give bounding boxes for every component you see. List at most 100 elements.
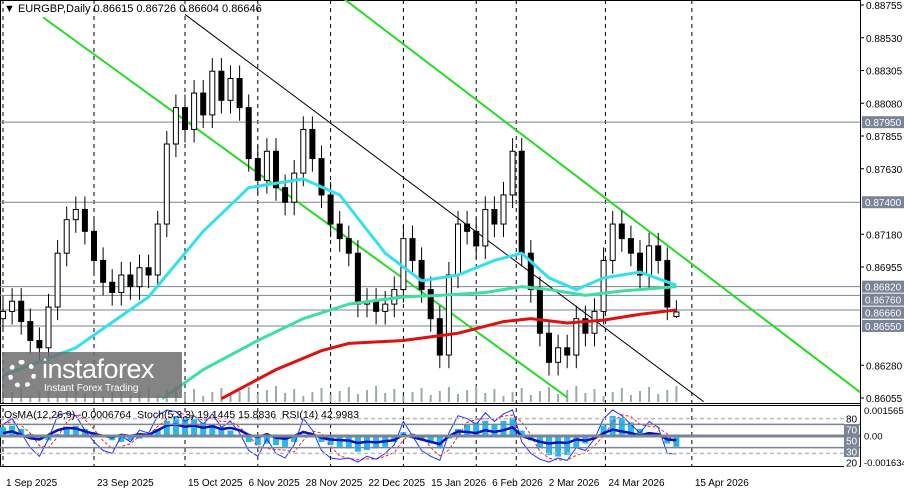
volume-bar xyxy=(220,388,223,402)
bear-candle xyxy=(245,107,252,160)
level-price-label: 0.87400 xyxy=(865,198,902,209)
watermark-brand: instaforex xyxy=(42,354,155,384)
bear-candle xyxy=(564,347,571,356)
volume-bar xyxy=(329,395,332,402)
bull-candle xyxy=(291,172,298,203)
bear-candle xyxy=(36,340,43,349)
bull-candle xyxy=(673,311,680,317)
oscillator-level-label: 20 xyxy=(846,459,858,470)
volume-bar xyxy=(402,396,405,402)
bear-candle xyxy=(427,289,434,320)
volume-bar xyxy=(457,394,459,402)
bear-candle xyxy=(309,128,316,160)
osma-readout: OsMA(12,26,9) -0.0006764 xyxy=(4,409,132,421)
volume-bar xyxy=(338,391,341,402)
volume-bar xyxy=(438,391,441,402)
price-tick-label: 0.87180 xyxy=(866,230,903,241)
volume-bar xyxy=(193,389,196,402)
price-tick-label: 0.87855 xyxy=(866,132,903,143)
osma-bar xyxy=(609,415,616,436)
bear-candle xyxy=(618,223,625,240)
volume-bar xyxy=(466,390,469,402)
oscillator-axis-label: -0.001634 xyxy=(864,458,904,469)
volume-bar xyxy=(429,395,432,402)
osma-bar xyxy=(546,435,552,455)
price-tick-label: 0.87630 xyxy=(866,165,903,176)
volume-bar xyxy=(639,391,641,402)
volume-bar xyxy=(502,396,505,402)
rsi-readout: RSI(14) 42.9983 xyxy=(281,409,359,421)
osma-bar xyxy=(491,424,498,436)
volume-bar xyxy=(229,395,232,402)
volume-bar xyxy=(347,387,350,402)
osma-bar xyxy=(0,427,6,436)
osma-bar xyxy=(555,435,562,457)
rsi-line xyxy=(2,423,677,446)
osma-bar xyxy=(627,422,634,436)
bear-candle xyxy=(536,289,543,334)
volume-bar xyxy=(393,389,396,402)
osma-bar xyxy=(154,428,161,436)
osma-bar xyxy=(482,420,489,436)
date-axis-label: 1 Sep 2025 xyxy=(6,478,58,489)
level-price-box xyxy=(862,196,904,209)
volume-bar xyxy=(211,392,214,402)
price-axis-bg xyxy=(861,0,904,493)
level-price-box xyxy=(862,116,904,129)
ma-mid-line xyxy=(161,285,677,400)
osma-bar xyxy=(163,420,170,436)
volume-bar xyxy=(202,396,205,402)
bull-candle xyxy=(72,209,79,221)
bull-candle xyxy=(263,150,270,181)
level-price-box xyxy=(862,319,904,332)
osma-bar xyxy=(254,435,261,446)
volume-bar xyxy=(575,386,578,402)
osma-bar xyxy=(618,417,625,436)
bear-candle xyxy=(354,252,361,305)
stoch-readout: Stoch(5,3,3) 19.1445 15.8836 xyxy=(137,409,277,421)
level-price-box xyxy=(862,293,904,306)
osma-bar xyxy=(436,435,443,449)
bull-candle xyxy=(209,70,216,116)
date-axis-label: 15 Apr 2026 xyxy=(695,478,749,489)
watermark-tagline: Instant Forex Trading xyxy=(44,383,139,394)
trendline xyxy=(343,0,864,396)
bull-candle xyxy=(509,150,516,196)
volume-bar xyxy=(475,386,478,402)
osma-bar xyxy=(427,435,434,444)
bear-candle xyxy=(318,158,325,196)
volume-bar xyxy=(156,394,159,402)
bear-candle xyxy=(409,238,416,261)
bear-candle xyxy=(336,223,343,240)
volume-bar xyxy=(611,392,614,402)
volume-bar xyxy=(102,396,105,402)
osma-bar xyxy=(127,435,134,441)
date-axis-label: 6 Feb 2026 xyxy=(492,478,543,489)
bear-candle xyxy=(27,321,34,342)
dropdown-triangle-icon[interactable]: ▼ xyxy=(4,3,15,15)
osma-bar xyxy=(600,425,607,436)
bull-candle xyxy=(227,78,234,101)
bull-candle xyxy=(172,107,179,145)
price-tick-label: 0.86055 xyxy=(866,394,903,405)
bull-candle xyxy=(382,303,389,312)
bear-candle xyxy=(100,259,107,283)
osma-bar xyxy=(227,430,234,436)
ma-slow-line xyxy=(220,308,677,401)
volume-bar xyxy=(657,394,660,402)
bull-candle xyxy=(154,223,161,276)
volume-bar xyxy=(584,393,587,402)
level-box xyxy=(844,435,859,447)
price-tick-label: 0.86280 xyxy=(866,361,903,372)
bull-candle xyxy=(646,245,653,276)
volume-bar xyxy=(384,393,387,402)
volume-bar xyxy=(447,387,450,402)
osma-bar xyxy=(564,435,571,455)
level-price-box xyxy=(862,306,904,319)
level-price-label: 0.86820 xyxy=(865,283,902,294)
volume-bar xyxy=(675,386,678,402)
bear-candle xyxy=(218,70,225,101)
bear-candle xyxy=(473,230,480,247)
volume-bar xyxy=(275,386,277,402)
